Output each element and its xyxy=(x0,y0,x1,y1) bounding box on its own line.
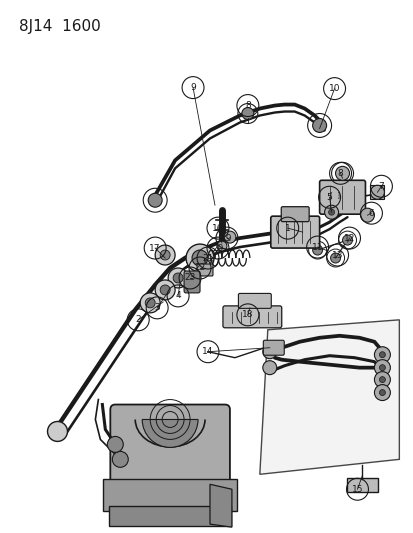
Circle shape xyxy=(155,245,175,265)
Polygon shape xyxy=(259,320,399,474)
FancyBboxPatch shape xyxy=(346,478,377,492)
Circle shape xyxy=(185,244,214,272)
Circle shape xyxy=(342,235,351,245)
Circle shape xyxy=(241,108,253,119)
Text: 16: 16 xyxy=(212,224,223,232)
Circle shape xyxy=(107,437,123,453)
Circle shape xyxy=(373,385,389,400)
Text: 13: 13 xyxy=(331,251,342,260)
Text: 23: 23 xyxy=(184,273,195,282)
FancyBboxPatch shape xyxy=(270,216,319,248)
Text: 17: 17 xyxy=(149,244,161,253)
FancyBboxPatch shape xyxy=(223,306,281,328)
FancyBboxPatch shape xyxy=(263,340,284,355)
FancyBboxPatch shape xyxy=(319,180,365,214)
Circle shape xyxy=(223,231,235,243)
Circle shape xyxy=(112,451,128,467)
Text: 18: 18 xyxy=(242,310,253,319)
Circle shape xyxy=(378,377,385,383)
Circle shape xyxy=(173,273,183,283)
Circle shape xyxy=(216,241,226,251)
Text: 8: 8 xyxy=(244,101,250,110)
FancyBboxPatch shape xyxy=(370,185,384,199)
Circle shape xyxy=(262,345,276,359)
Circle shape xyxy=(160,285,170,295)
FancyBboxPatch shape xyxy=(110,405,229,489)
Text: 19: 19 xyxy=(221,233,232,243)
Text: 12: 12 xyxy=(343,233,354,243)
Circle shape xyxy=(378,352,385,358)
Circle shape xyxy=(360,208,373,222)
Text: 21: 21 xyxy=(202,254,213,263)
Circle shape xyxy=(378,365,385,370)
Circle shape xyxy=(328,209,334,215)
Circle shape xyxy=(373,360,389,376)
Text: 7: 7 xyxy=(377,182,383,191)
Text: 9: 9 xyxy=(190,83,195,92)
FancyBboxPatch shape xyxy=(184,271,199,293)
FancyBboxPatch shape xyxy=(197,264,212,276)
Text: 1: 1 xyxy=(284,224,290,232)
Circle shape xyxy=(312,118,326,133)
Text: 4: 4 xyxy=(175,292,180,301)
Circle shape xyxy=(192,250,207,266)
Polygon shape xyxy=(209,484,231,527)
Text: 8: 8 xyxy=(337,169,343,178)
Wedge shape xyxy=(142,419,197,447)
Circle shape xyxy=(262,361,276,375)
Text: 22: 22 xyxy=(194,263,205,272)
Circle shape xyxy=(370,185,384,199)
Circle shape xyxy=(47,422,67,441)
Text: 2: 2 xyxy=(135,316,141,324)
Text: 14: 14 xyxy=(202,347,213,356)
Text: 10: 10 xyxy=(328,84,339,93)
Circle shape xyxy=(145,298,155,308)
Circle shape xyxy=(324,205,338,219)
Circle shape xyxy=(312,245,322,255)
Circle shape xyxy=(140,293,160,313)
Text: 15: 15 xyxy=(351,484,362,494)
Circle shape xyxy=(373,347,389,362)
Circle shape xyxy=(168,268,188,288)
Text: 5: 5 xyxy=(326,193,332,201)
Circle shape xyxy=(148,193,162,207)
Text: 8J14  1600: 8J14 1600 xyxy=(19,19,100,34)
FancyBboxPatch shape xyxy=(103,479,236,511)
Circle shape xyxy=(335,166,349,180)
Text: 11: 11 xyxy=(311,243,323,252)
FancyBboxPatch shape xyxy=(280,207,309,222)
Circle shape xyxy=(373,372,389,387)
Text: 3: 3 xyxy=(154,303,160,312)
Circle shape xyxy=(160,250,170,260)
Circle shape xyxy=(155,280,175,300)
Circle shape xyxy=(378,390,385,395)
FancyBboxPatch shape xyxy=(238,293,271,309)
Text: [  ]: [ ] xyxy=(329,191,339,198)
FancyBboxPatch shape xyxy=(109,506,230,526)
Text: 6: 6 xyxy=(368,209,373,217)
Text: 20: 20 xyxy=(212,244,223,253)
Circle shape xyxy=(330,253,340,263)
